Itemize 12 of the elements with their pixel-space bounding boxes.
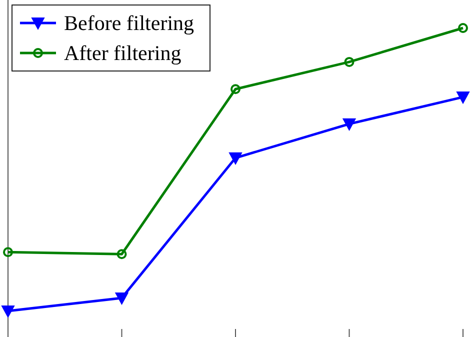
point [229,152,242,164]
point [2,306,14,318]
point [3,247,13,258]
point [342,118,356,130]
point [456,92,470,104]
legend-label: Before filtering [64,11,195,35]
point [116,249,127,260]
point [344,56,354,67]
point [230,84,240,94]
legend-label: After filtering [64,41,182,65]
point [458,23,468,33]
point [115,292,128,304]
